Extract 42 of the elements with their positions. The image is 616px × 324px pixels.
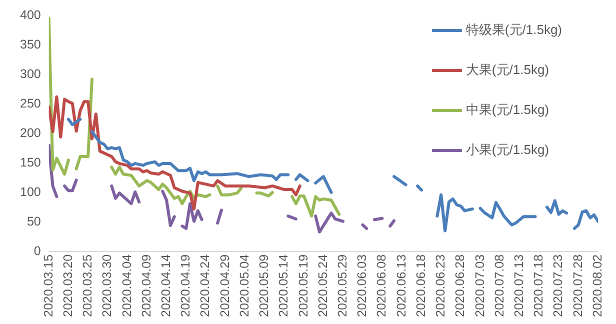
x-tick-label: 2020.06.18 bbox=[414, 254, 428, 317]
x-tick-label: 2020.04.04 bbox=[120, 254, 134, 317]
y-tick-label: 350 bbox=[20, 37, 41, 52]
y-tick-label: 150 bbox=[20, 155, 41, 170]
legend-label: 小果(元/1.5kg) bbox=[466, 142, 550, 158]
x-tick-label: 2020.04.14 bbox=[158, 254, 173, 317]
y-tick-label: 250 bbox=[20, 96, 41, 110]
x-tick-label: 2020.04.24 bbox=[198, 254, 212, 317]
x-tick-label: 2020.05.29 bbox=[335, 254, 350, 317]
x-tick-label: 2020.05.09 bbox=[257, 254, 272, 317]
x-tick-label: 2020.06.13 bbox=[394, 254, 408, 317]
x-tick-label: 2020.05.14 bbox=[276, 254, 291, 317]
x-tick-label: 2020.06.23 bbox=[434, 254, 448, 317]
y-tick-label: 400 bbox=[20, 8, 41, 22]
x-tick-label: 2020.08.02 bbox=[590, 254, 604, 317]
x-tick-label: 2020.04.19 bbox=[178, 254, 193, 317]
legend-label: 大果(元/1.5kg) bbox=[466, 62, 550, 78]
y-tick-label: 200 bbox=[20, 126, 41, 140]
x-tick-label: 2020.07.08 bbox=[492, 254, 506, 317]
y-tick-label: 100 bbox=[20, 184, 41, 199]
y-tick-label: 300 bbox=[20, 66, 41, 81]
x-tick-label: 2020.06.03 bbox=[355, 254, 370, 317]
x-tick-label: 2020.04.29 bbox=[218, 254, 232, 317]
x-tick-label: 2020.03.25 bbox=[80, 254, 95, 317]
y-tick-label: 0 bbox=[34, 244, 41, 258]
x-tick-label: 2020.07.28 bbox=[570, 254, 585, 317]
legend-label: 中果(元/1.5kg) bbox=[466, 102, 550, 118]
x-tick-label: 2020.07.23 bbox=[551, 254, 566, 317]
x-tick-label: 2020.03.30 bbox=[100, 254, 114, 317]
y-tick-label: 50 bbox=[26, 214, 41, 228]
x-tick-label: 2020.03.20 bbox=[60, 254, 75, 317]
x-tick-label: 2020.06.08 bbox=[374, 254, 389, 317]
legend-label: 特级果(元/1.5kg) bbox=[466, 22, 562, 38]
x-tick-label: 2020.06.28 bbox=[453, 254, 468, 317]
x-tick-label: 2020.04.09 bbox=[139, 254, 154, 317]
x-tick-label: 2020.05.19 bbox=[296, 254, 310, 317]
x-tick-label: 2020.07.13 bbox=[512, 254, 526, 317]
x-tick-label: 2020.03.15 bbox=[41, 254, 56, 317]
x-tick-label: 2020.07.03 bbox=[472, 254, 487, 317]
x-tick-label: 2020.05.24 bbox=[316, 254, 330, 317]
x-tick-label: 2020.07.18 bbox=[532, 254, 546, 317]
x-tick-label: 2020.05.04 bbox=[237, 254, 252, 317]
